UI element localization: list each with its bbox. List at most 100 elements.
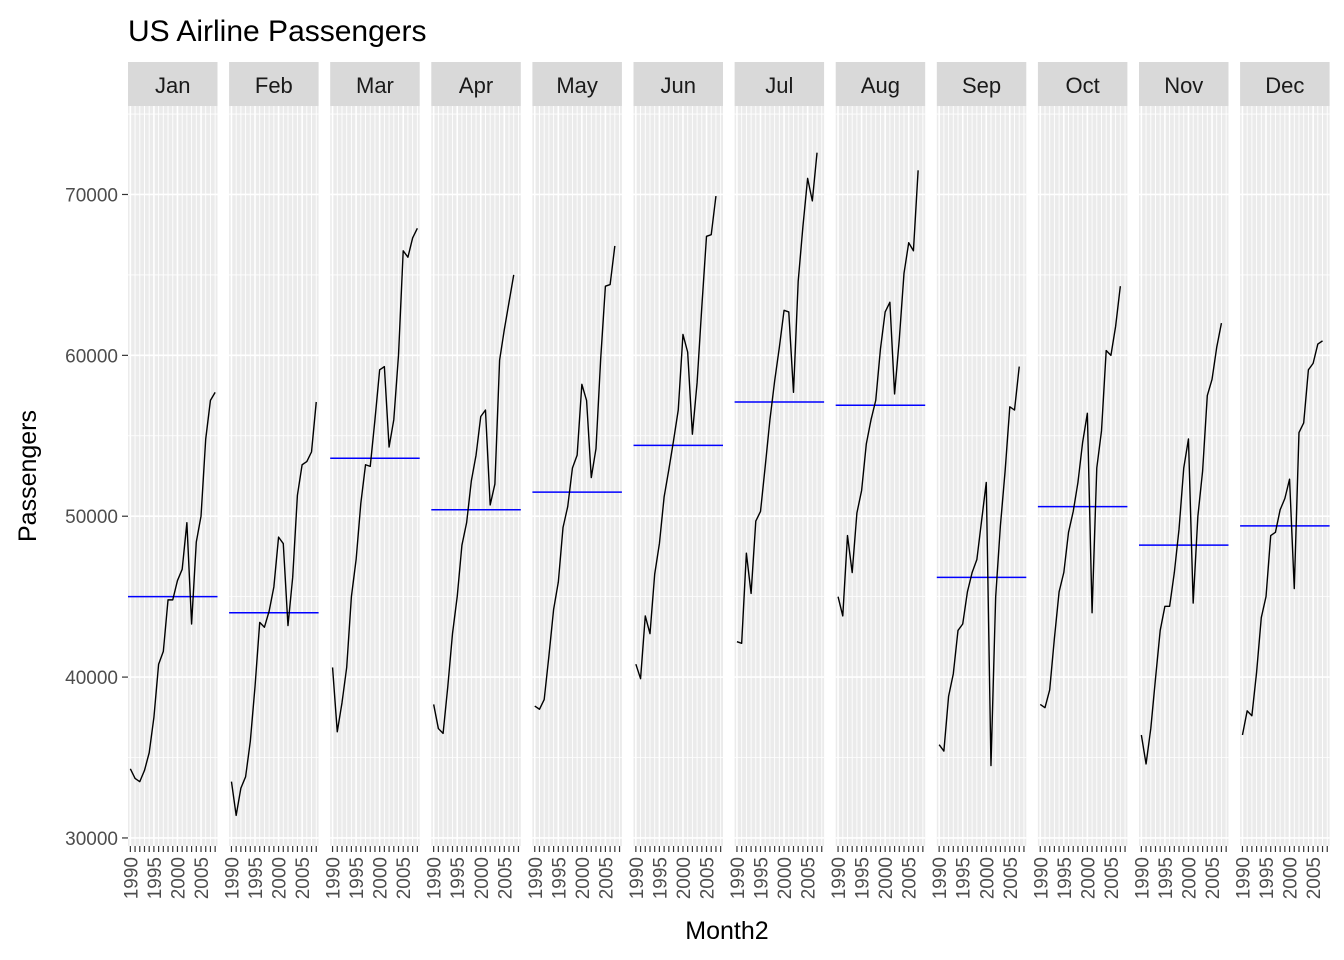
facet-panel-apr: Apr 1990 1995 2000 2005 <box>425 62 521 899</box>
series-line <box>1039 286 1122 709</box>
x-tick-label: 2000 <box>1078 857 1099 899</box>
x-tick-label: 1995 <box>853 857 874 899</box>
x-tick-label: 2005 <box>596 857 617 899</box>
x-tick-label: 1995 <box>752 857 773 899</box>
facet-strip <box>936 62 1027 106</box>
series-line <box>736 152 818 644</box>
facet-panel-feb: Feb 1990 1995 2000 2005 <box>222 62 319 899</box>
x-tick-label: 1995 <box>954 857 975 899</box>
x-tick-label: 2000 <box>270 857 291 899</box>
facet-panel-jun: Jun 1990 1995 2000 2005 <box>627 62 723 899</box>
series-line <box>837 170 919 617</box>
x-tick-label: 1990 <box>627 857 648 899</box>
facet-strip-label: Dec <box>1265 73 1304 98</box>
series-line <box>534 245 616 710</box>
facet-strip-label: Feb <box>255 73 293 98</box>
x-tick-label: 1990 <box>222 857 243 899</box>
y-tick-label: 30000 <box>65 829 118 850</box>
x-tick-label: 2005 <box>1102 857 1123 899</box>
facet-strip-label: Jul <box>765 73 793 98</box>
x-tick-label: 1990 <box>1233 857 1254 899</box>
facet-strip <box>229 62 319 106</box>
x-tick-label: 1990 <box>324 857 345 899</box>
x-tick-label: 2000 <box>876 857 897 899</box>
facet-strip <box>532 62 622 106</box>
x-tick-label: 1995 <box>347 857 368 899</box>
chart-title: US Airline Passengers <box>128 15 426 48</box>
facet-strip-label: Aug <box>861 73 900 98</box>
facet-strip-label: Jun <box>661 73 696 98</box>
x-tick-label: 2000 <box>775 857 796 899</box>
facet-strip <box>1139 62 1229 106</box>
x-tick-label: 1990 <box>121 857 142 899</box>
series-line <box>938 366 1020 767</box>
x-tick-label: 1990 <box>425 857 446 899</box>
facet-panel-aug: Aug 1990 1995 2000 2005 <box>829 62 926 899</box>
facet-panel-nov: Nov 1990 1995 2000 2005 <box>1132 62 1229 899</box>
x-tick-label: 2000 <box>472 857 493 899</box>
facet-panel-mar: Mar 1990 1995 2000 2005 <box>324 62 420 899</box>
y-tick-label: 40000 <box>65 668 118 689</box>
x-tick-label: 2005 <box>900 857 921 899</box>
y-axis-title: Passengers <box>14 410 42 542</box>
x-tick-label: 2000 <box>1179 857 1200 899</box>
series-line <box>1140 323 1223 765</box>
x-tick-label: 1990 <box>728 857 749 899</box>
facet-panel-may: May 1990 1995 2000 2005 <box>526 62 622 899</box>
x-tick-label: 2005 <box>394 857 415 899</box>
x-tick-label: 1990 <box>1031 857 1052 899</box>
facet-panel-dec: Dec 1990 1995 2000 2005 <box>1233 62 1330 899</box>
facet-strip <box>1240 62 1330 106</box>
x-tick-label: 1990 <box>930 857 951 899</box>
facet-strip-label: Sep <box>962 73 1001 98</box>
x-tick-label: 1995 <box>549 857 570 899</box>
facet-strip <box>1037 62 1128 106</box>
x-tick-label: 1990 <box>1132 857 1153 899</box>
x-tick-label: 1995 <box>650 857 671 899</box>
x-axis-title: Month2 <box>685 917 768 945</box>
x-tick-label: 1995 <box>1257 857 1278 899</box>
x-tick-label: 1995 <box>1156 857 1177 899</box>
x-tick-label: 2000 <box>1281 857 1302 899</box>
facet-strip <box>835 62 926 106</box>
x-tick-label: 2000 <box>371 857 392 899</box>
facet-strip <box>128 62 218 106</box>
x-tick-label: 1995 <box>145 857 166 899</box>
facet-panel-oct: Oct 1990 1995 2000 2005 <box>1031 62 1128 899</box>
facet-strip <box>633 62 723 106</box>
facet-strip <box>330 62 420 106</box>
facet-strip <box>734 62 825 106</box>
y-tick-label: 60000 <box>65 346 118 367</box>
series-line <box>129 391 216 783</box>
series-line <box>635 196 717 680</box>
x-tick-label: 2005 <box>799 857 820 899</box>
x-tick-label: 2005 <box>192 857 213 899</box>
facet-strip-label: Nov <box>1164 73 1203 98</box>
series-line <box>331 227 418 733</box>
x-tick-label: 2000 <box>977 857 998 899</box>
x-tick-label: 2005 <box>1304 857 1325 899</box>
facet-panel-jul: Jul 1990 1995 2000 2005 <box>728 62 825 899</box>
y-tick-label: 70000 <box>65 185 118 206</box>
x-tick-label: 2000 <box>573 857 594 899</box>
x-tick-label: 2005 <box>495 857 516 899</box>
facet-strip <box>431 62 521 106</box>
series-line <box>1241 340 1323 736</box>
x-tick-label: 2005 <box>293 857 314 899</box>
facet-strip-label: Jan <box>155 73 190 98</box>
facet-strip-label: May <box>556 73 598 98</box>
series-line <box>432 274 515 735</box>
facet-strip-label: Oct <box>1066 73 1100 98</box>
x-tick-label: 2005 <box>698 857 719 899</box>
x-tick-label: 2000 <box>674 857 695 899</box>
facet-panel-jan: Jan 1990 1995 2000 2005 <box>121 62 218 899</box>
facet-strip-label: Apr <box>459 73 493 98</box>
y-axis: 30000 40000 50000 60000 70000 <box>65 185 128 850</box>
facet-panel-sep: Sep 1990 1995 2000 2005 <box>930 62 1027 899</box>
x-tick-label: 1990 <box>829 857 850 899</box>
y-tick-label: 50000 <box>65 507 118 528</box>
series-line <box>230 401 317 817</box>
x-tick-label: 2000 <box>168 857 189 899</box>
